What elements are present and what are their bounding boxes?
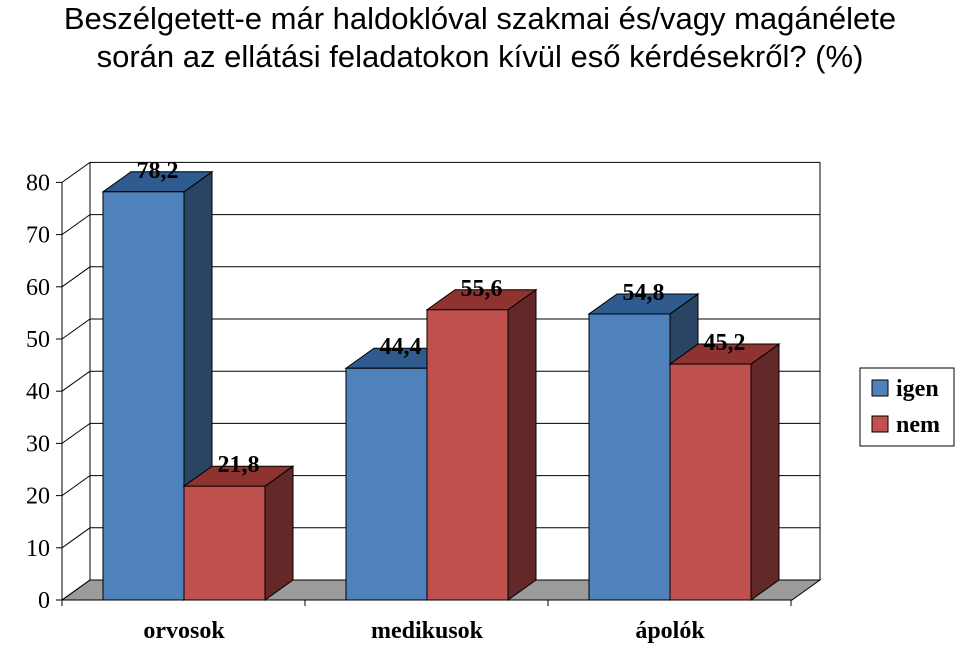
data-label: 45,2 (704, 330, 746, 356)
side-wall-gridline (61, 579, 91, 601)
side-wall-gridline (61, 318, 91, 340)
side-wall-gridline (61, 370, 91, 392)
y-tick-label: 80 (26, 170, 50, 196)
side-wall-gridline (61, 161, 91, 183)
data-label: 44,4 (380, 334, 422, 360)
data-label: 55,6 (461, 276, 503, 302)
side-wall-gridline (61, 266, 91, 288)
legend-swatch-nem (871, 415, 889, 433)
y-tick-label: 60 (26, 275, 50, 301)
legend-label-igen: igen (896, 376, 939, 402)
bar-nem-1 (425, 288, 538, 601)
y-tick-label: 50 (26, 327, 50, 353)
data-label: 21,8 (218, 452, 260, 478)
y-tick-label: 10 (26, 536, 50, 562)
data-labels: 78,2 21,8 44,4 55,6 54,8 45,2 (137, 158, 746, 478)
x-axis-categories: orvosok medikusok ápolók (143, 618, 705, 644)
y-tick-label: 0 (38, 588, 50, 614)
bar-front-face (588, 313, 671, 601)
bars (101, 170, 781, 601)
y-axis-ticks: 0 10 20 30 40 50 60 70 80 (26, 170, 792, 614)
legend-swatch-igen (871, 379, 889, 397)
chart-title: Beszélgetett-e már haldoklóval szakmai é… (0, 0, 960, 76)
data-label: 78,2 (137, 158, 179, 184)
category-label: ápolók (635, 618, 705, 644)
data-label: 54,8 (623, 280, 665, 306)
side-wall-gridline (61, 527, 91, 549)
bar-nem-0 (182, 465, 295, 601)
legend: igen nem (859, 367, 955, 447)
bar-front-face (426, 309, 509, 601)
side-wall-gridline (61, 475, 91, 497)
bar-front-face (669, 363, 752, 601)
chart-title-line-2: során az ellátási feladatokon kívül eső … (96, 39, 864, 74)
legend-label-nem: nem (896, 412, 940, 438)
chart-title-line-1: Beszélgetett-e már haldoklóval szakmai é… (63, 1, 897, 36)
side-wall-gridline (61, 422, 91, 444)
bar-side-face (507, 288, 537, 601)
y-tick-label: 30 (26, 431, 50, 457)
bar-side-face (750, 343, 780, 601)
y-tick-label: 20 (26, 484, 50, 510)
category-label: orvosok (143, 618, 225, 644)
bar-front-face (183, 485, 266, 601)
bar-side-face (264, 465, 294, 601)
bar-nem-2 (668, 343, 781, 601)
y-tick-label: 70 (26, 223, 50, 249)
y-tick-label: 40 (26, 379, 50, 405)
bar-front-face (345, 367, 428, 601)
bar-front-face (102, 191, 185, 601)
side-wall-gridline (61, 214, 91, 236)
category-label: medikusok (371, 618, 484, 644)
